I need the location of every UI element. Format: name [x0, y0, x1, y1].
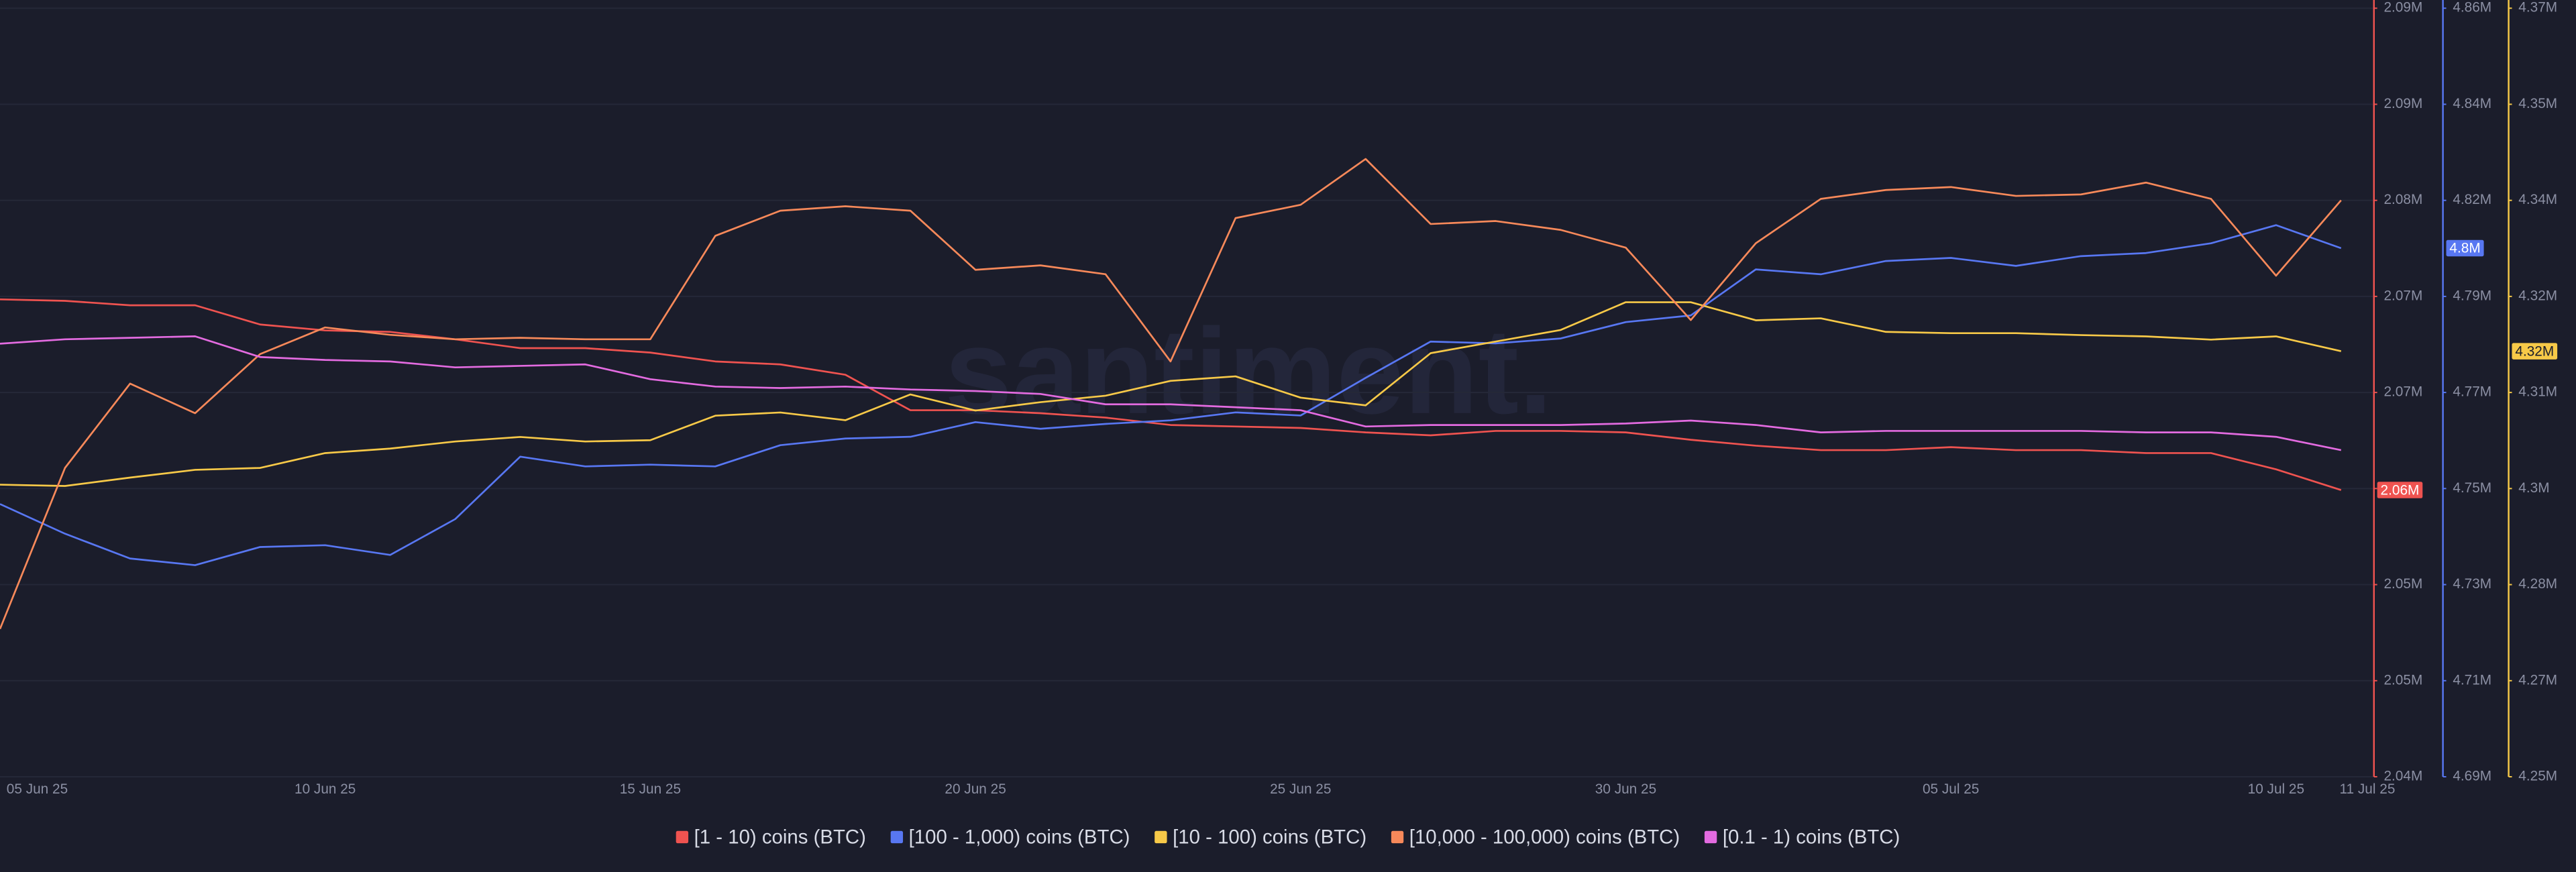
- y-tick-label: 4.25M: [2518, 769, 2557, 784]
- y-tick-label: 4.27M: [2518, 672, 2557, 688]
- series-line: [0, 224, 2342, 566]
- x-tick-label: 11 Jul 25: [2340, 781, 2396, 797]
- x-tick-label: 25 Jun 25: [1270, 781, 1331, 797]
- y-tick-label: 2.08M: [2383, 192, 2422, 207]
- value-label: 4.32M: [2515, 343, 2554, 359]
- y-tick-label: 4.37M: [2518, 0, 2557, 15]
- y-tick-label: 4.3M: [2518, 480, 2549, 496]
- y-tick-label: 4.84M: [2453, 96, 2491, 111]
- legend: [1 - 10) coins (BTC) [100 - 1,000) coins …: [676, 826, 1900, 849]
- value-badge-bg: [2377, 482, 2423, 498]
- watermark: santiment.: [945, 304, 1552, 439]
- x-tick-label: 15 Jun 25: [620, 781, 681, 797]
- x-tick-label: 30 Jun 25: [1595, 781, 1656, 797]
- legend-label: [0.1 - 1) coins (BTC): [1723, 826, 1900, 849]
- y-tick-label: 2.07M: [2383, 288, 2422, 303]
- legend-swatch: [890, 830, 904, 844]
- legend-label: [100 - 1,000) coins (BTC): [909, 826, 1130, 849]
- legend-label: [10 - 100) coins (BTC): [1173, 826, 1366, 849]
- y-tick-label: 4.77M: [2453, 384, 2491, 400]
- y-tick-label: 4.75M: [2453, 480, 2491, 496]
- y-tick-label: 4.34M: [2518, 192, 2557, 207]
- series-line: [0, 158, 2342, 630]
- y-tick-label: 4.28M: [2518, 576, 2557, 592]
- y-tick-label: 2.07M: [2383, 384, 2422, 400]
- y-tick-label: 4.79M: [2453, 288, 2491, 303]
- series-line: [0, 298, 2342, 491]
- value-badge: 2.06M: [2377, 482, 2423, 498]
- value-badge: 4.32M: [2512, 343, 2558, 360]
- legend-label: [1 - 10) coins (BTC): [694, 826, 866, 849]
- y-tick-label: 4.32M: [2518, 288, 2557, 303]
- x-tick-label: 05 Jul 25: [1923, 781, 1979, 797]
- value-badge-bg: [2446, 239, 2484, 257]
- series-line: [0, 301, 2342, 487]
- series-line: [0, 335, 2342, 451]
- legend-swatch: [1704, 830, 1717, 844]
- legend-swatch: [1391, 830, 1404, 844]
- y-tick-label: 4.82M: [2453, 192, 2491, 207]
- legend-label: [10,000 - 100,000) coins (BTC): [1409, 826, 1680, 849]
- y-tick-label: 4.35M: [2518, 96, 2557, 111]
- x-tick-label: 20 Jun 25: [945, 781, 1006, 797]
- y-tick-label: 4.86M: [2453, 0, 2491, 15]
- value-badge-bg: [2512, 343, 2558, 360]
- x-tick-label: 10 Jun 25: [294, 781, 356, 797]
- y-tick-label: 4.71M: [2453, 672, 2491, 688]
- legend-swatch: [1155, 830, 1167, 844]
- y-tick-label: 4.73M: [2453, 576, 2491, 592]
- y-tick-label: 2.05M: [2383, 576, 2422, 592]
- y-tick-label: 2.09M: [2383, 0, 2422, 15]
- y-tick-label: 2.09M: [2383, 96, 2422, 111]
- value-label: 4.8M: [2449, 241, 2480, 256]
- y-tick-label: 4.31M: [2518, 384, 2557, 400]
- legend-swatch: [676, 830, 689, 844]
- x-tick-label: 10 Jul 25: [2248, 781, 2304, 797]
- y-tick-label: 4.69M: [2453, 769, 2491, 784]
- y-tick-label: 2.05M: [2383, 672, 2422, 688]
- x-tick-label: 05 Jun 25: [7, 781, 68, 797]
- y-tick-label: 2.04M: [2383, 769, 2422, 784]
- value-label: 2.06M: [2381, 482, 2420, 498]
- value-badge: 4.8M: [2446, 239, 2484, 257]
